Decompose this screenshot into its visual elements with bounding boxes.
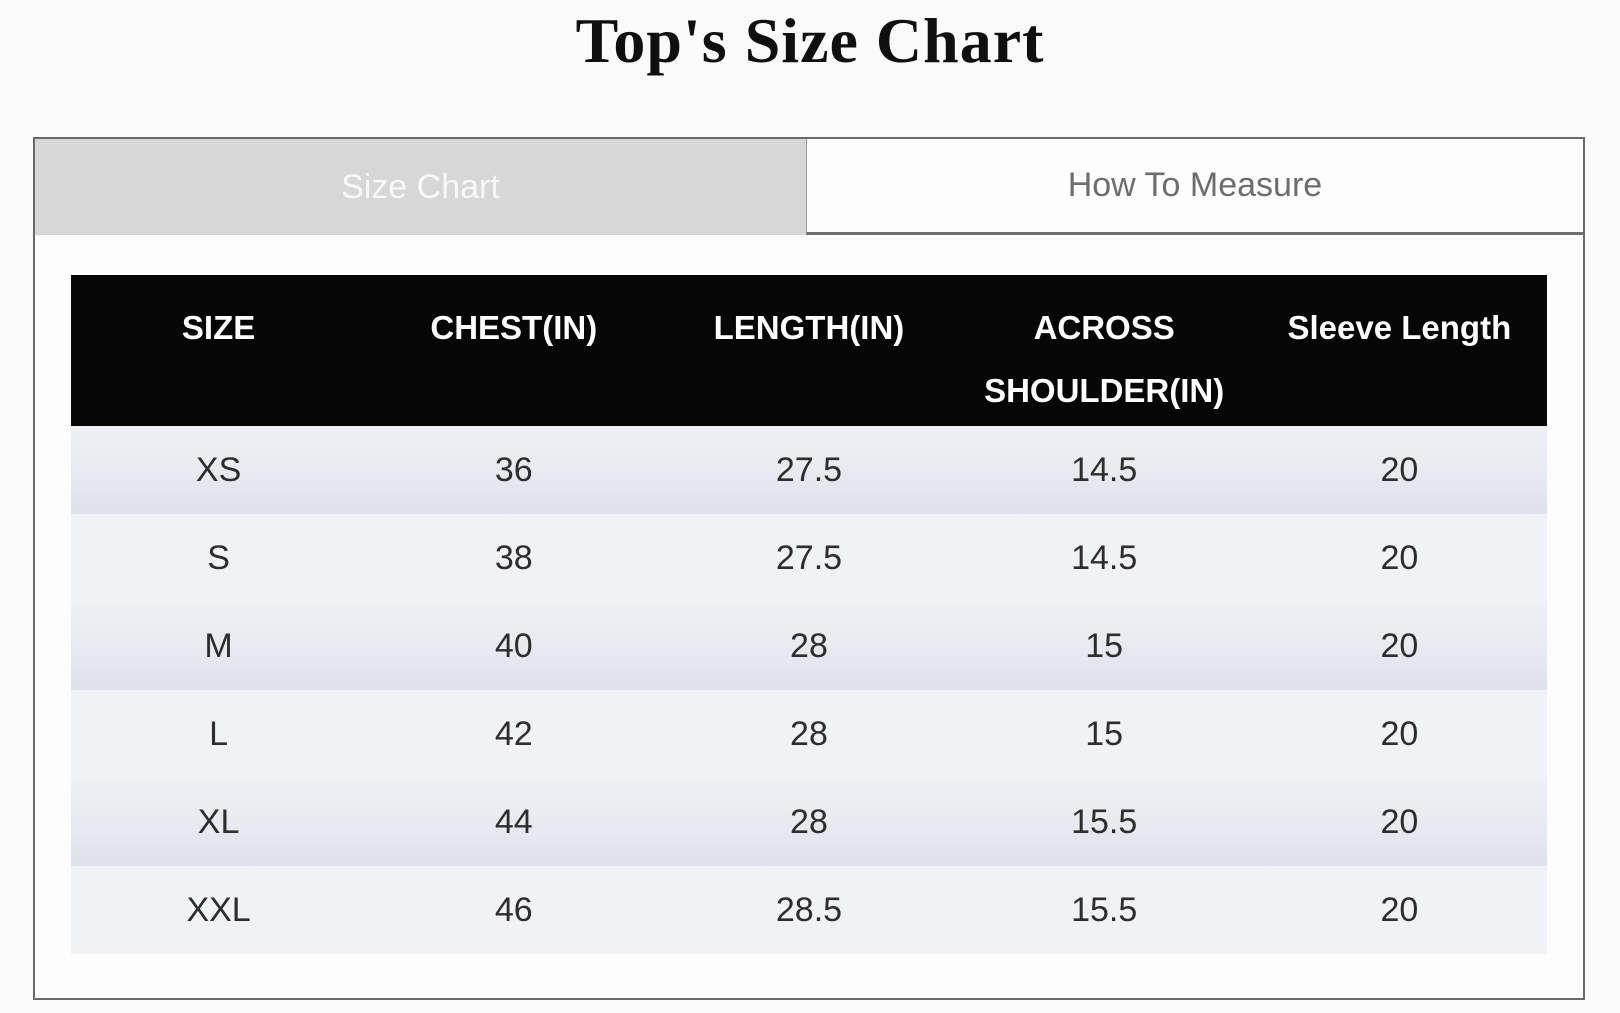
sleeve-cell: 20	[1380, 890, 1419, 929]
tab-how-to-measure-label: How To Measure	[1067, 166, 1323, 204]
table-row-m: M 40 28 15 20	[71, 602, 1547, 690]
tab-size-chart[interactable]: Size Chart	[35, 139, 806, 235]
length-cell: 28	[790, 626, 828, 665]
size-chart-panel: SIZE CHEST(IN) LENGTH(IN) ACROSS SHOULDE…	[35, 235, 1583, 954]
length-cell: 28	[790, 802, 828, 841]
tab-how-to-measure[interactable]: How To Measure	[805, 139, 1583, 235]
size-cell: XL	[197, 802, 240, 841]
page-title: Top's Size Chart	[575, 5, 1045, 76]
tab-size-chart-label: Size Chart	[341, 167, 500, 206]
sleeve-cell: 20	[1380, 538, 1419, 577]
chest-cell: 40	[494, 626, 533, 665]
shoulder-cell: 15	[1085, 626, 1124, 665]
col-header-length: LENGTH(IN)	[661, 275, 957, 426]
length-cell: 28	[790, 714, 828, 753]
tab-bar: Size Chart How To Measure	[35, 139, 1583, 235]
shoulder-cell: 15	[1085, 714, 1124, 753]
chest-cell: 44	[494, 802, 533, 841]
chest-cell: 42	[494, 714, 533, 753]
shoulder-cell: 14.5	[1071, 538, 1138, 577]
table-row-s: S 38 27.5 14.5 20	[71, 514, 1547, 602]
chest-cell: 38	[494, 538, 533, 577]
col-header-across-shoulder: ACROSS SHOULDER(IN)	[956, 275, 1252, 426]
length-cell: 28.5	[775, 890, 843, 929]
table-row-xxl: XXL 46 28.5 15.5 20	[71, 866, 1547, 954]
length-cell: 27.5	[775, 538, 843, 577]
col-header-sleeve-length: Sleeve Length	[1251, 275, 1547, 426]
size-chart-widget: Size Chart How To Measure SIZE CHEST(IN)…	[33, 137, 1585, 1000]
length-cell: 27.5	[775, 450, 843, 489]
sleeve-cell: 20	[1380, 802, 1419, 841]
sleeve-cell: 20	[1380, 626, 1419, 665]
chest-cell: 46	[494, 890, 533, 929]
col-header-size: SIZE	[71, 275, 367, 426]
table-row-l: L 42 28 15 20	[71, 690, 1547, 778]
size-table-body: XS 36 27.5 14.5 20 S 38 27.5 14.5 20 M 4…	[71, 426, 1547, 954]
size-cell: S	[207, 538, 230, 577]
shoulder-cell: 14.5	[1071, 450, 1138, 489]
size-cell: L	[209, 714, 229, 753]
header-row: SIZE CHEST(IN) LENGTH(IN) ACROSS SHOULDE…	[71, 275, 1547, 426]
sleeve-cell: 20	[1380, 450, 1419, 489]
size-table-header: SIZE CHEST(IN) LENGTH(IN) ACROSS SHOULDE…	[71, 275, 1547, 426]
size-table: SIZE CHEST(IN) LENGTH(IN) ACROSS SHOULDE…	[71, 275, 1547, 954]
col-header-chest: CHEST(IN)	[366, 275, 662, 426]
table-row-xs: XS 36 27.5 14.5 20	[71, 426, 1547, 514]
shoulder-cell: 15.5	[1071, 802, 1138, 841]
chest-cell: 36	[494, 450, 533, 489]
size-cell: XS	[195, 450, 242, 489]
size-cell: XXL	[186, 890, 251, 929]
size-cell: M	[204, 626, 233, 665]
table-row-xl: XL 44 28 15.5 20	[71, 778, 1547, 866]
shoulder-cell: 15.5	[1071, 890, 1138, 929]
sleeve-cell: 20	[1380, 714, 1419, 753]
